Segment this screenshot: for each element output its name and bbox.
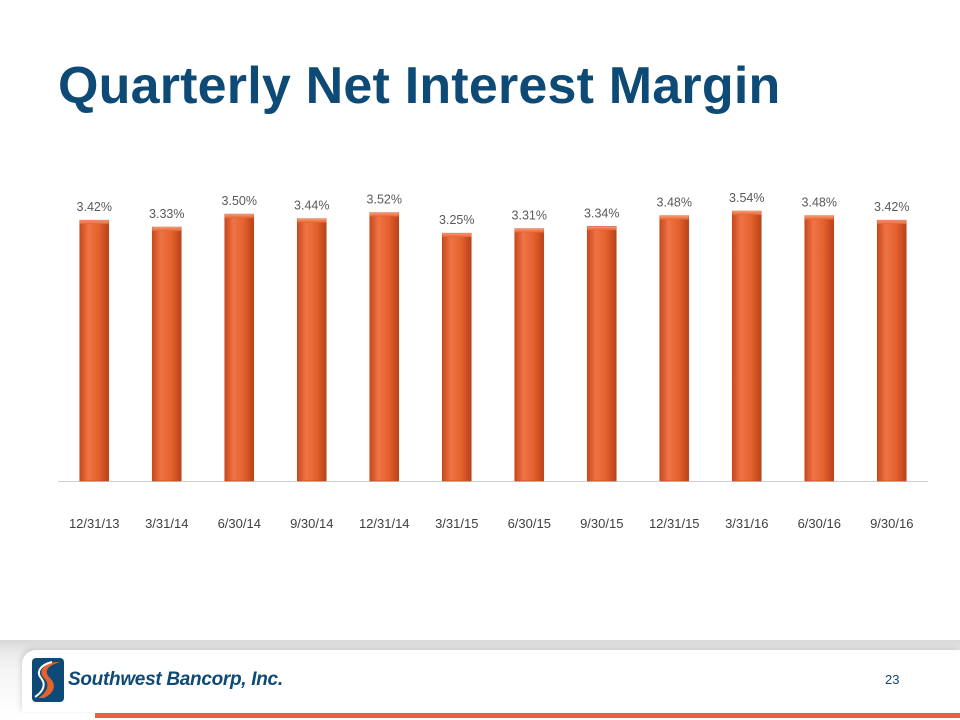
value-label: 3.44% [294,199,329,213]
bar-9/30/14 [296,218,327,482]
bar-rect [731,210,762,482]
bar-cap [659,215,689,220]
bar-cap [877,220,907,225]
bar-rect [151,226,182,482]
value-label: 3.42% [874,200,909,214]
company-logo-icon [32,658,64,702]
bar-12/31/14 [369,212,400,482]
bar-rect [369,212,400,482]
bar-chart: 3.42% 3.33% 3.50% 3.44% 3.52% 3.25% 3.31% 3.34%… [58,191,928,531]
value-label: 3.34% [584,206,619,220]
bar-cap [297,218,327,223]
bar-rect [876,219,907,482]
value-label: 3.31% [512,209,547,223]
bar-9/30/15 [586,226,617,482]
bar-cap [442,233,472,238]
x-tick-label: 6/30/14 [218,516,261,531]
value-label: 3.25% [439,213,474,227]
value-label: 3.52% [367,193,402,207]
bar-9/30/16 [876,219,907,482]
x-tick-label: 12/31/15 [649,516,700,531]
bar-12/31/13 [79,219,110,482]
bar-rect [296,218,327,482]
bar-rect [224,213,255,482]
bar-6/30/16 [804,215,835,482]
bar-rect [586,226,617,482]
x-tick-label: 9/30/15 [580,516,623,531]
footer-card [22,650,960,712]
value-label: 3.48% [802,196,837,210]
value-label: 3.50% [222,194,257,208]
company-name: Southwest Bancorp, Inc. [68,669,283,690]
value-label: 3.42% [77,200,112,214]
value-label: 3.33% [149,207,184,221]
bar-cap [152,227,182,232]
bar-3/31/14 [151,226,182,482]
slide-title: Quarterly Net Interest Margin [58,57,781,115]
bar-12/31/15 [659,215,690,482]
page-number: 23 [885,672,900,687]
bar-rect [659,215,690,482]
x-tick-label: 6/30/16 [798,516,841,531]
bar-3/31/16 [731,210,762,482]
bar-rect [441,232,472,482]
x-tick-label: 6/30/15 [508,516,551,531]
x-tick-label: 3/31/15 [435,516,478,531]
bar-cap [224,214,254,219]
bar-cap [79,220,109,225]
bar-rect [804,215,835,482]
footer-accent-line [95,713,960,718]
x-tick-label: 3/31/16 [725,516,768,531]
x-tick-label: 12/31/13 [69,516,120,531]
bar-cap [804,215,834,220]
bar-cap [514,228,544,233]
bar-rect [79,219,110,482]
bar-cap [369,212,399,217]
bar-rect [514,228,545,482]
bar-cap [732,211,762,216]
bar-3/31/15 [441,232,472,482]
bar-cap [587,226,617,231]
x-tick-label: 12/31/14 [359,516,410,531]
x-tick-label: 9/30/16 [870,516,913,531]
x-tick-label: 9/30/14 [290,516,333,531]
value-label: 3.54% [729,191,764,205]
x-tick-label: 3/31/14 [145,516,188,531]
value-label: 3.48% [657,196,692,210]
bar-6/30/14 [224,213,255,482]
bar-6/30/15 [514,228,545,482]
